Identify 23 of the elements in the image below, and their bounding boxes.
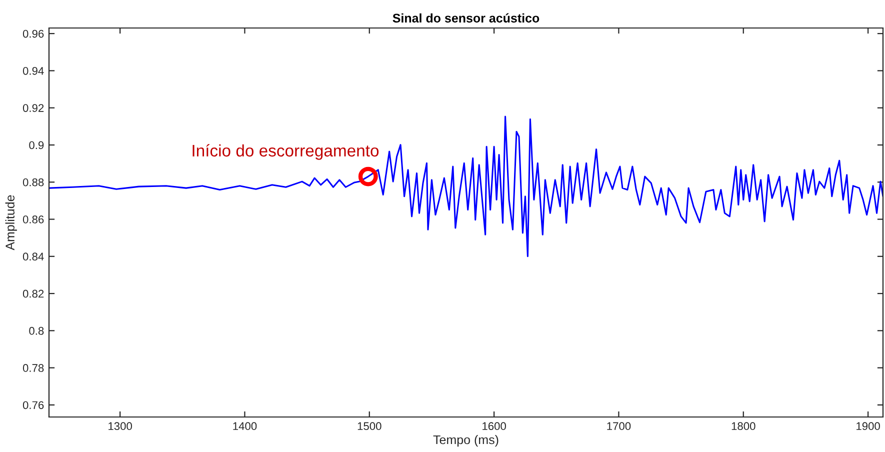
- x-tick-label: 1900: [856, 422, 880, 430]
- y-tick-label: 0.82: [22, 290, 44, 298]
- y-tick-label: 0.86: [22, 216, 44, 224]
- y-tick-label: 0.96: [22, 30, 44, 38]
- x-axis-title: Tempo (ms): [433, 434, 498, 447]
- y-tick-label: 0.94: [22, 66, 44, 75]
- y-tick-label: 0.78: [22, 364, 44, 372]
- y-tick-label: 0.8: [29, 326, 44, 335]
- y-tick-label: 0.84: [22, 252, 44, 261]
- chart-title: Sinal do sensor acústico: [392, 13, 540, 23]
- x-tick-label: 1700: [607, 422, 631, 430]
- y-tick-label: 0.88: [22, 178, 44, 186]
- x-tick-label: 1300: [108, 422, 132, 430]
- line-series: [49, 116, 883, 258]
- y-axis-title: Amplitude: [5, 195, 17, 250]
- y-tick-label: 0.76: [22, 401, 44, 410]
- y-tick-label: 0.92: [22, 104, 44, 112]
- x-tick-label: 1800: [732, 422, 756, 430]
- annotation: Início do escorregamento: [192, 144, 379, 160]
- x-tick-label: 1500: [358, 422, 382, 430]
- x-tick-label: 1600: [482, 422, 506, 430]
- y-tick-label: 0.9: [29, 141, 44, 150]
- x-tick-label: 1400: [233, 422, 257, 430]
